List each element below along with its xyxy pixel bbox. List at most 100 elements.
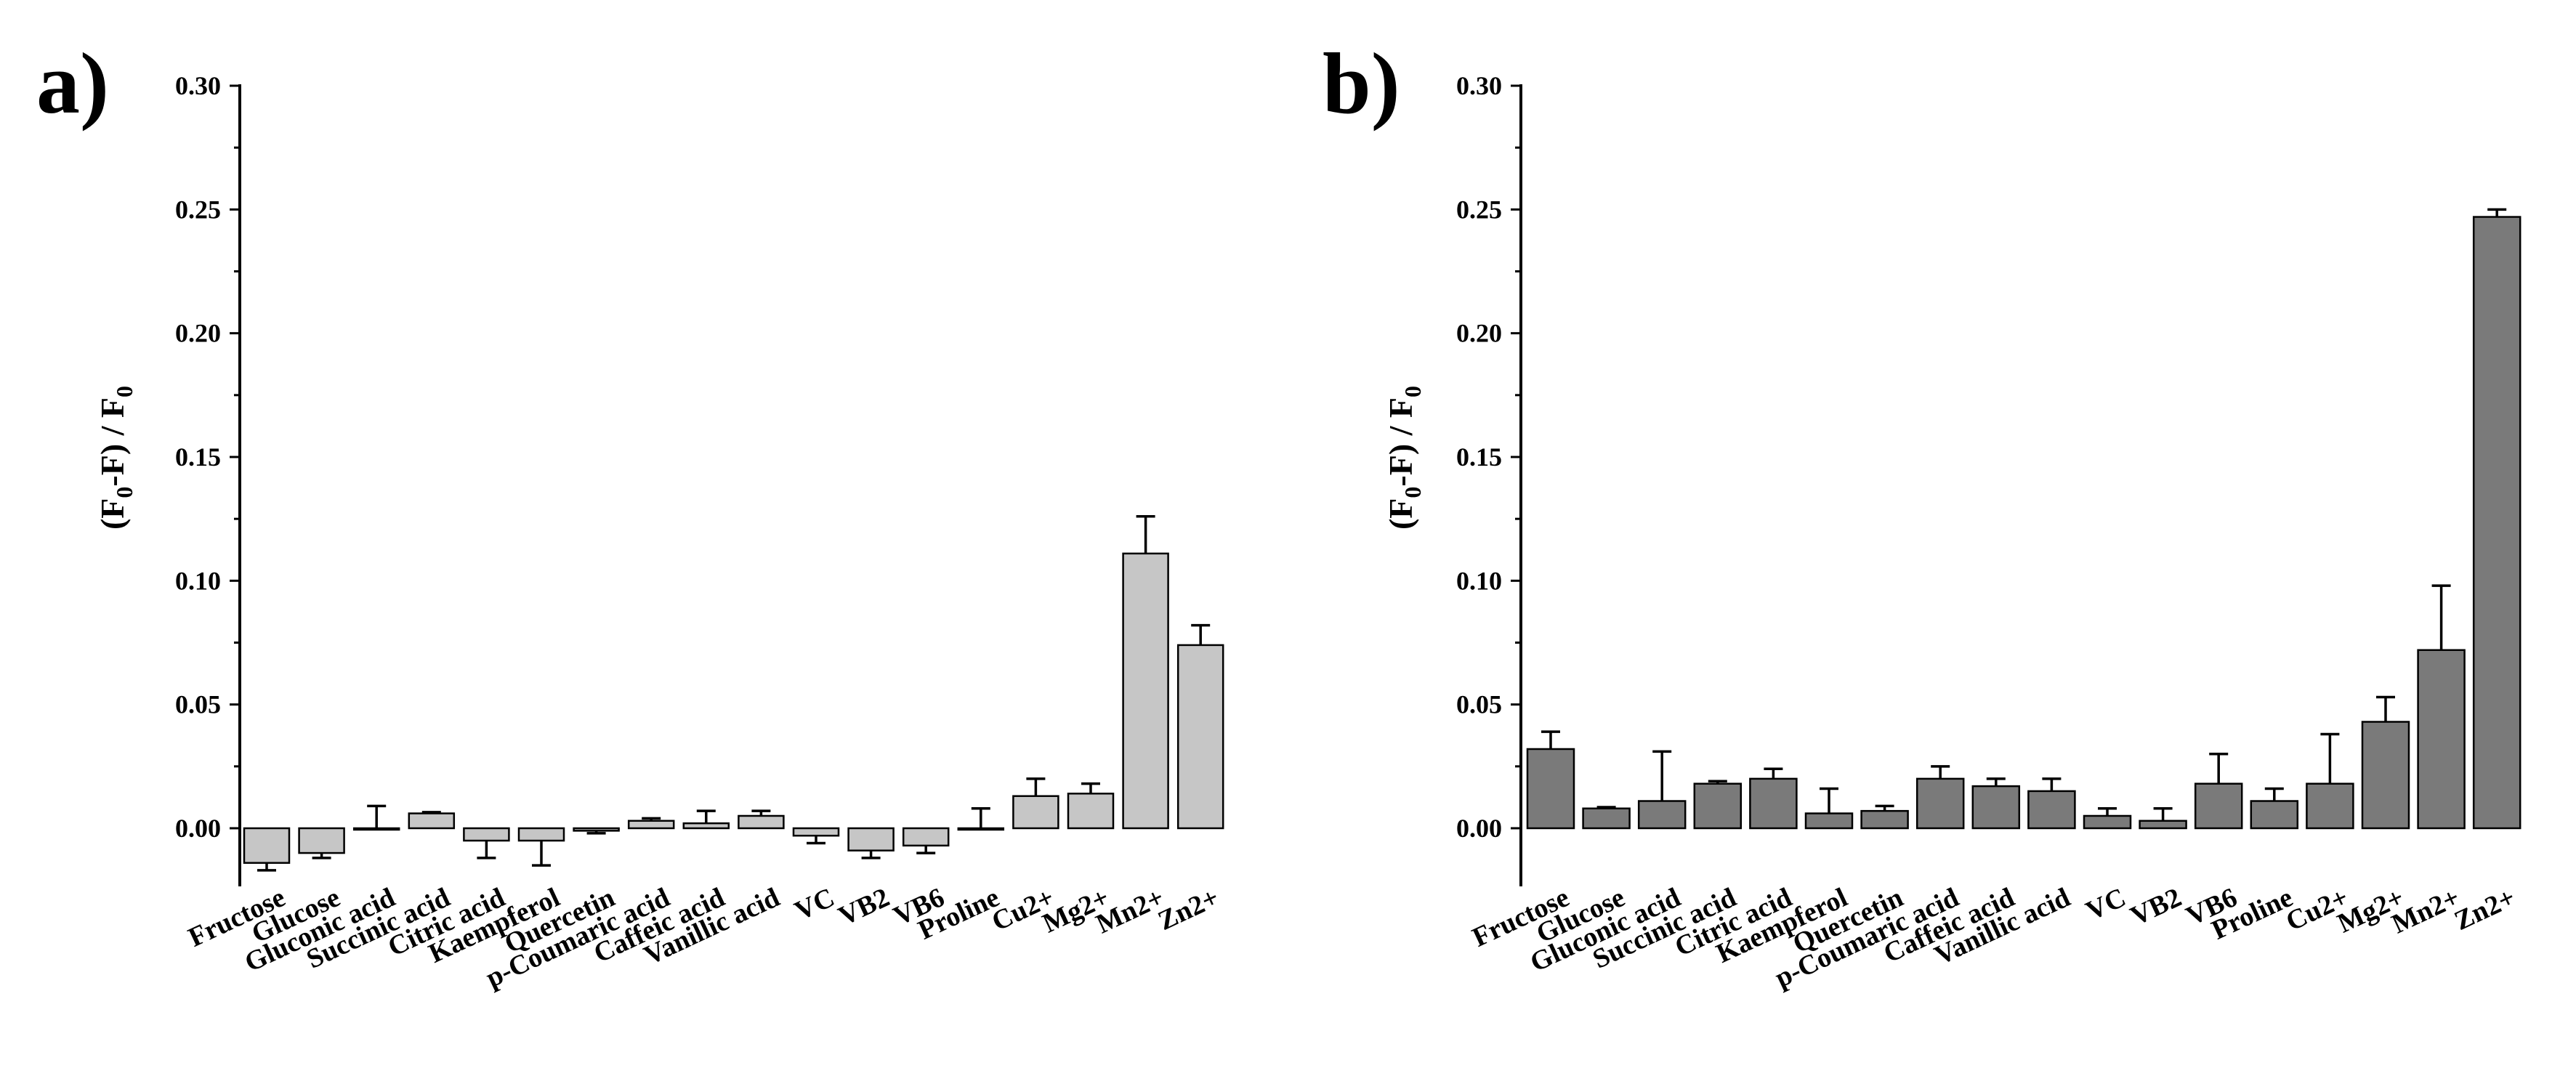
- x-tick-label-b: VB2: [2126, 882, 2187, 931]
- error-bar-a: [312, 853, 331, 859]
- y-tick-label-a: 0.00: [175, 814, 221, 843]
- x-tick-label-a: Zn2+: [1153, 882, 1224, 936]
- error-bar-a: [421, 811, 441, 814]
- y-tick-label-b: 0.30: [1456, 71, 1502, 100]
- error-bar-b: [2153, 807, 2173, 821]
- y-tick-label-b: 0.25: [1456, 195, 1502, 224]
- y-axis-title-a: (F0-F) / F0: [94, 386, 137, 530]
- svg-text:(F0-F) / F0: (F0-F) / F0: [94, 386, 137, 530]
- error-bar-b: [1820, 787, 1838, 814]
- error-bar-a: [807, 836, 825, 845]
- error-bar-a: [477, 841, 496, 859]
- y-tick-label-a: 0.25: [175, 195, 221, 224]
- bar-a: [463, 827, 510, 842]
- bar-a: [847, 827, 895, 851]
- y-tick-label-a: 0.05: [175, 690, 221, 719]
- error-bar-b: [1541, 730, 1560, 749]
- error-bar-b: [2487, 208, 2507, 217]
- panel-a: a) (F0-F) / F0 0.00 0.05 0.10 0.15 0.20 0.25 0…: [36, 35, 1224, 994]
- bar-a: [1067, 793, 1115, 830]
- bar-a: [682, 822, 730, 830]
- bar-b: [2417, 649, 2466, 830]
- error-bar-a: [586, 830, 606, 835]
- error-bar-b: [2376, 695, 2395, 722]
- bar-a: [792, 827, 840, 837]
- error-bar-a: [696, 809, 716, 824]
- error-bar-b: [2264, 787, 2284, 801]
- bar-b: [2027, 790, 2076, 830]
- error-bar-b: [1875, 804, 1894, 812]
- bar-b: [1804, 812, 1854, 830]
- bar-b: [1915, 777, 1965, 830]
- bar-b: [2306, 782, 2354, 830]
- error-bar-b: [1708, 780, 1727, 784]
- error-bar-b: [2098, 807, 2117, 816]
- bar-a: [408, 812, 456, 830]
- error-bar-a: [642, 817, 661, 821]
- y-tick-label-b: 0.20: [1456, 319, 1502, 348]
- bar-b: [2472, 216, 2522, 830]
- svg-text:(F0-F) / F0: (F0-F) / F0: [1382, 386, 1426, 530]
- bar-b: [1693, 782, 1743, 830]
- error-bar-a: [751, 809, 771, 816]
- panel-label-a: a): [36, 35, 109, 132]
- plot-area-b: 0.000.050.100.150.200.250.30FructoseGluc…: [1456, 71, 2522, 994]
- bar-a: [902, 827, 950, 847]
- error-bar-a: [257, 862, 276, 872]
- error-bar-b: [1652, 750, 1672, 801]
- bar-b: [1860, 809, 1909, 830]
- y-tick-label-a: 0.10: [175, 566, 221, 595]
- error-bar-a: [532, 841, 551, 867]
- bar-b: [1749, 777, 1798, 830]
- bar-b: [2194, 782, 2243, 830]
- error-bar-a: [971, 807, 990, 828]
- error-bar-b: [1596, 806, 1616, 809]
- error-bar-b: [2042, 777, 2062, 791]
- bar-a: [1176, 644, 1224, 830]
- bar-b: [2361, 721, 2410, 830]
- bar-a: [957, 827, 1005, 831]
- error-bar-b: [2320, 732, 2340, 784]
- error-bar-b: [2209, 753, 2229, 784]
- bar-a: [298, 827, 345, 854]
- error-bar-b: [1986, 777, 2006, 787]
- bar-b: [1637, 800, 1687, 830]
- y-tick-label-b: 0.05: [1456, 690, 1502, 719]
- error-bar-b: [1764, 767, 1783, 779]
- x-tick-label-a: VB2: [834, 882, 895, 931]
- error-bar-a: [916, 845, 936, 854]
- y-axis-title-b: (F0-F) / F0: [1382, 386, 1426, 530]
- y-tick-label-a: 0.15: [175, 442, 221, 472]
- bar-b: [2139, 820, 2187, 830]
- panel-b: b) (F0-F) / F0 0.00 0.05 0.10 0.15 0.20 0.25 0…: [1323, 35, 2522, 994]
- error-bar-b: [1931, 765, 1950, 779]
- error-bar-b: [2431, 584, 2451, 650]
- bar-a: [1122, 552, 1169, 830]
- error-bar-a: [1136, 515, 1155, 554]
- error-bar-a: [367, 804, 387, 828]
- plot-area-a: 0.000.050.100.150.200.250.30FructoseGluc…: [175, 71, 1224, 994]
- y-tick-label-b: 0.15: [1456, 442, 1502, 472]
- y-tick-label-a: 0.20: [175, 319, 221, 348]
- bar-a: [1012, 795, 1059, 830]
- bar-b: [2250, 800, 2299, 830]
- bar-a: [627, 820, 675, 830]
- x-tick-label-b: Zn2+: [2450, 882, 2520, 936]
- error-bar-a: [1026, 777, 1046, 796]
- bar-b: [2083, 814, 2132, 830]
- error-bar-a: [1191, 623, 1211, 645]
- bar-a: [243, 827, 291, 864]
- panel-label-b: b): [1323, 35, 1400, 132]
- bar-a: [573, 827, 620, 832]
- y-tick-label-b: 0.10: [1456, 566, 1502, 595]
- x-tick-label-a: VC: [790, 882, 839, 926]
- y-tick-label-a: 0.30: [175, 71, 221, 100]
- error-bar-a: [861, 850, 881, 859]
- bar-b: [1971, 785, 2021, 830]
- y-tick-label-b: 0.00: [1456, 814, 1502, 843]
- bar-b: [1526, 748, 1575, 830]
- bar-a: [738, 814, 785, 830]
- x-tick-label-b: VC: [2081, 882, 2130, 926]
- error-bar-a: [1081, 782, 1100, 794]
- bar-a: [517, 827, 565, 842]
